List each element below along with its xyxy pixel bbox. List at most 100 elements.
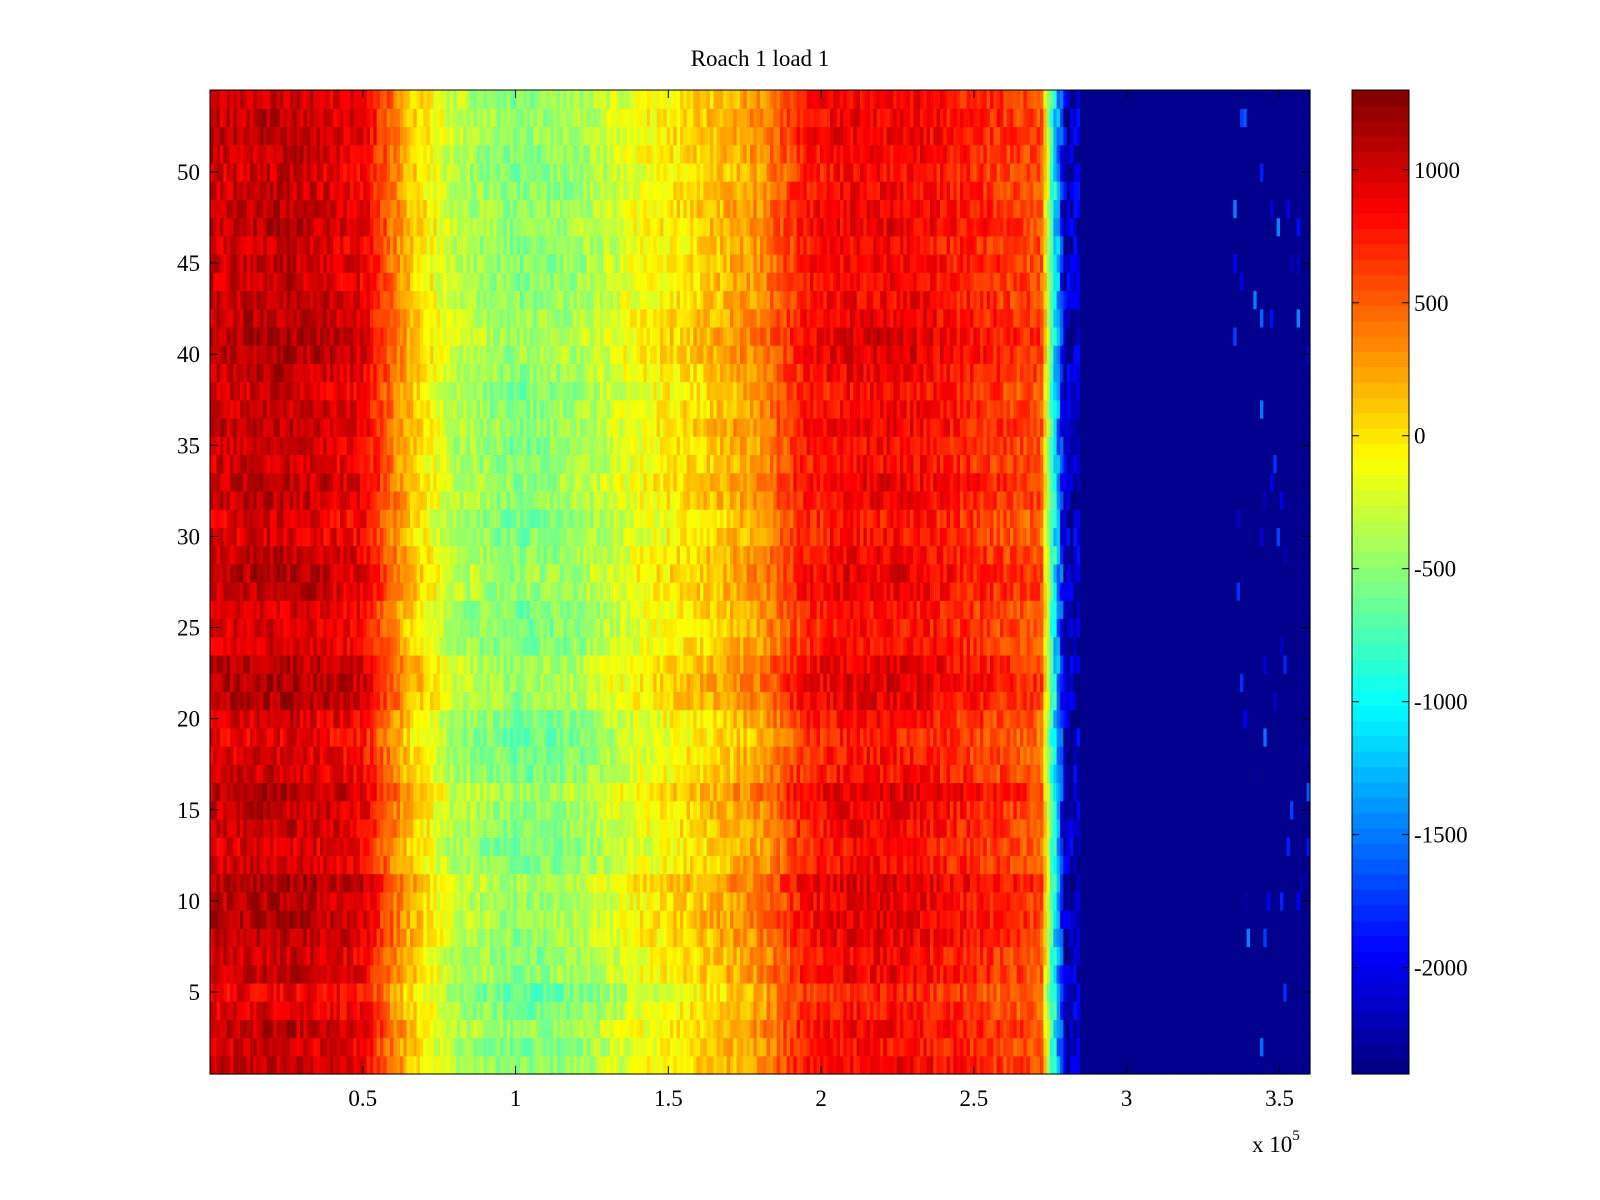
heatmap-cell bbox=[740, 964, 744, 984]
heatmap-cell bbox=[640, 800, 644, 820]
heatmap-cell bbox=[893, 946, 898, 966]
heatmap-cell bbox=[1056, 855, 1061, 875]
heatmap-cell bbox=[256, 964, 261, 984]
heatmap-cell bbox=[1156, 1055, 1161, 1075]
heatmap-cell bbox=[466, 1001, 471, 1020]
heatmap-cell bbox=[276, 910, 281, 929]
heatmap-cell bbox=[1193, 818, 1198, 838]
heatmap-cell bbox=[653, 800, 658, 820]
heatmap-cell bbox=[1040, 1037, 1044, 1057]
heatmap-cell bbox=[560, 891, 564, 911]
heatmap-cell bbox=[333, 982, 338, 1002]
heatmap-cell bbox=[343, 855, 348, 875]
heatmap-cell bbox=[1213, 928, 1218, 948]
heatmap-cell bbox=[763, 1055, 768, 1075]
heatmap-cell bbox=[1063, 818, 1068, 838]
heatmap-cell bbox=[1093, 1055, 1098, 1075]
heatmap-cell bbox=[693, 1019, 698, 1039]
heatmap-cell bbox=[500, 800, 504, 820]
heatmap-cell bbox=[703, 946, 708, 966]
heatmap-cell bbox=[903, 910, 908, 929]
heatmap-cell bbox=[1076, 837, 1081, 856]
heatmap-cell bbox=[526, 873, 531, 893]
heatmap-cell bbox=[220, 1019, 224, 1039]
heatmap-cell bbox=[466, 855, 471, 875]
heatmap-cell bbox=[900, 1019, 904, 1039]
heatmap-cell bbox=[693, 946, 698, 966]
heatmap-cell bbox=[636, 1037, 641, 1057]
heatmap-cell bbox=[900, 1055, 904, 1075]
heatmap-cell bbox=[863, 837, 868, 856]
heatmap-cell bbox=[323, 982, 328, 1002]
heatmap-cell bbox=[296, 910, 301, 929]
heatmap-cell bbox=[373, 982, 378, 1002]
heatmap-cell bbox=[1193, 910, 1198, 929]
heatmap-cell bbox=[1046, 837, 1051, 856]
heatmap-cell bbox=[560, 1001, 564, 1020]
heatmap-cell bbox=[936, 818, 941, 838]
heatmap-cell bbox=[1180, 873, 1184, 893]
heatmap-cell bbox=[836, 1019, 841, 1039]
heatmap-cell bbox=[360, 910, 364, 929]
heatmap-cell bbox=[1223, 910, 1228, 929]
heatmap-cell bbox=[526, 1037, 531, 1057]
heatmap-cell bbox=[1230, 818, 1234, 838]
heatmap-cell bbox=[1093, 873, 1098, 893]
heatmap-cell bbox=[210, 837, 214, 856]
heatmap-cell bbox=[853, 1037, 858, 1057]
heatmap-cell bbox=[336, 928, 341, 948]
heatmap-cell bbox=[1013, 800, 1018, 820]
heatmap-cell bbox=[493, 1001, 498, 1020]
heatmap-cell bbox=[1283, 818, 1288, 838]
heatmap-cell bbox=[656, 891, 661, 911]
heatmap-cell bbox=[726, 818, 731, 838]
heatmap-cell bbox=[936, 800, 941, 820]
heatmap-cell bbox=[1306, 964, 1311, 984]
heatmap-cell bbox=[746, 928, 751, 948]
heatmap-cell bbox=[260, 873, 264, 893]
heatmap-cell bbox=[633, 855, 638, 875]
heatmap-cell bbox=[630, 1037, 634, 1057]
heatmap-cell bbox=[406, 910, 411, 929]
heatmap-cell bbox=[1233, 818, 1238, 838]
heatmap-cell bbox=[720, 1037, 724, 1057]
heatmap-cell bbox=[1186, 891, 1191, 911]
heatmap-cell bbox=[623, 910, 628, 929]
heatmap-cell bbox=[1303, 855, 1308, 875]
heatmap-cell bbox=[956, 928, 961, 948]
heatmap-cell bbox=[970, 982, 974, 1002]
heatmap-cell bbox=[226, 818, 231, 838]
heatmap-cell bbox=[320, 873, 324, 893]
heatmap-cell bbox=[663, 873, 668, 893]
heatmap-cell bbox=[480, 855, 484, 875]
heatmap-cell bbox=[1170, 873, 1174, 893]
heatmap-cell bbox=[393, 910, 398, 929]
heatmap-cell bbox=[643, 1037, 648, 1057]
heatmap-cell bbox=[903, 891, 908, 911]
heatmap-cell bbox=[250, 928, 254, 948]
heatmap-cell bbox=[786, 982, 791, 1002]
heatmap-cell bbox=[663, 1055, 668, 1075]
heatmap-cell bbox=[773, 855, 778, 875]
heatmap-cell bbox=[420, 1001, 424, 1020]
heatmap-cell bbox=[676, 964, 681, 984]
heatmap-cell bbox=[546, 800, 551, 820]
heatmap-cell bbox=[1146, 891, 1151, 911]
heatmap-cell bbox=[520, 910, 524, 929]
heatmap-cell bbox=[1186, 1037, 1191, 1057]
heatmap-cell bbox=[756, 800, 761, 820]
heatmap-cell bbox=[566, 891, 571, 911]
heatmap-cell bbox=[260, 910, 264, 929]
heatmap-cell bbox=[850, 1001, 854, 1020]
heatmap-cell bbox=[930, 891, 934, 911]
heatmap-cell bbox=[500, 964, 504, 984]
heatmap-cell bbox=[643, 928, 648, 948]
heatmap-cell bbox=[756, 837, 761, 856]
heatmap-cell bbox=[1073, 1055, 1078, 1075]
heatmap-cell bbox=[326, 1001, 331, 1020]
heatmap-cell bbox=[360, 1019, 364, 1039]
heatmap-cell bbox=[350, 910, 354, 929]
heatmap-cell bbox=[533, 818, 538, 838]
heatmap-cell bbox=[816, 910, 821, 929]
heatmap-cell bbox=[1093, 800, 1098, 820]
